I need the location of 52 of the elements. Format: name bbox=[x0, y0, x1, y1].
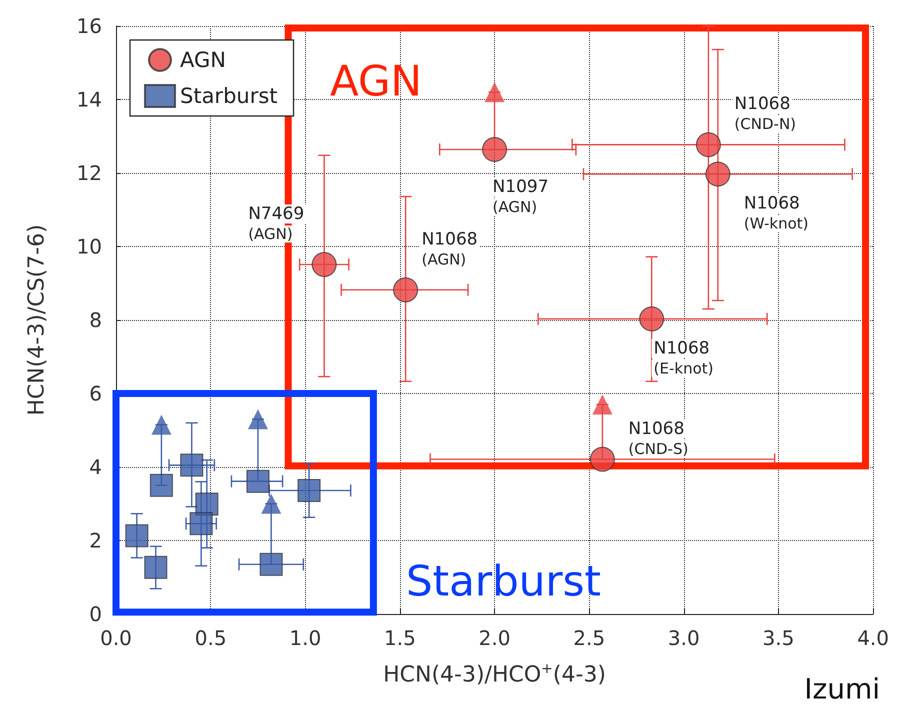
point bbox=[484, 82, 505, 102]
point bbox=[151, 414, 172, 435]
point bbox=[298, 479, 321, 502]
y-axis-title: HCN(4-3)/CS(7-6) bbox=[24, 224, 50, 416]
point bbox=[393, 277, 418, 302]
annotation: N7469 (AGN) bbox=[248, 204, 304, 244]
point bbox=[246, 470, 270, 493]
point bbox=[190, 512, 213, 536]
point bbox=[260, 552, 283, 576]
y-tick-label: 0 bbox=[89, 602, 102, 626]
point bbox=[705, 162, 730, 187]
y-tick-label: 12 bbox=[76, 161, 102, 185]
annotation: N1068 (CND-S) bbox=[628, 418, 688, 458]
point bbox=[590, 446, 615, 472]
point bbox=[261, 494, 282, 514]
x-tick-label: 2.5 bbox=[573, 626, 606, 650]
x-tick-label: 0.0 bbox=[100, 626, 132, 650]
y-tick-label: 8 bbox=[89, 308, 102, 332]
annotation: N1068 (CND-N) bbox=[734, 94, 796, 134]
legend-label: AGN bbox=[180, 48, 226, 72]
y-tick-label: 16 bbox=[76, 14, 102, 38]
text: Izumi bbox=[804, 672, 880, 706]
point bbox=[180, 454, 204, 477]
annotation: N1068 (AGN) bbox=[422, 229, 478, 268]
point bbox=[144, 556, 168, 579]
y-tick-label: 4 bbox=[89, 455, 102, 479]
point bbox=[592, 394, 612, 415]
point bbox=[125, 524, 148, 548]
y-tick-label: 2 bbox=[89, 528, 102, 552]
point bbox=[639, 306, 664, 332]
point bbox=[696, 132, 721, 158]
x-tick-label: 1.5 bbox=[384, 626, 416, 650]
x-tick-label: 3.0 bbox=[668, 626, 700, 650]
y-tick-label: 10 bbox=[76, 234, 102, 258]
x-tick-label: 2.0 bbox=[478, 626, 510, 650]
annotation: N1068 (E-knot) bbox=[654, 338, 714, 378]
legend-label: Starburst bbox=[180, 84, 278, 108]
annotation: Starburst bbox=[406, 556, 602, 606]
x-axis-title: HCN(4-3)/HCO+(4-3) bbox=[383, 661, 606, 688]
x-tick-label: 0.5 bbox=[194, 626, 227, 650]
annotation: N1068 (W-knot) bbox=[744, 194, 808, 233]
annotation: AGN bbox=[330, 56, 422, 106]
y-tick-label: 6 bbox=[89, 382, 102, 406]
point bbox=[312, 252, 337, 277]
point bbox=[482, 136, 508, 162]
y-tick-label: 14 bbox=[76, 88, 102, 112]
x-tick-label: 3.5 bbox=[762, 626, 794, 650]
point bbox=[248, 409, 268, 430]
x-tick-label: 4.0 bbox=[857, 626, 890, 650]
annotation: N1097 (AGN) bbox=[492, 176, 549, 216]
point bbox=[150, 474, 173, 497]
x-tick-label: 1.0 bbox=[289, 626, 322, 650]
